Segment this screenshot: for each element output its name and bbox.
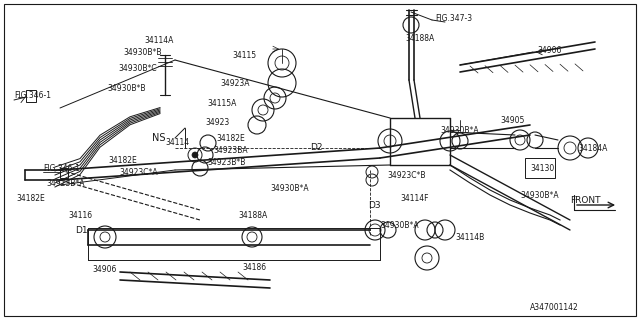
Text: 34130: 34130 [530, 164, 554, 172]
Text: 34186: 34186 [242, 263, 266, 273]
Text: 34923C*B: 34923C*B [387, 171, 426, 180]
Text: 34923A: 34923A [220, 78, 250, 87]
Text: 34188A: 34188A [405, 34, 435, 43]
Text: 34115: 34115 [232, 51, 256, 60]
Text: 34923B*A: 34923B*A [46, 179, 84, 188]
Text: D3: D3 [368, 201, 381, 210]
Text: 34182E: 34182E [216, 133, 244, 142]
Text: D2: D2 [310, 142, 323, 151]
Text: 34923BA: 34923BA [213, 146, 248, 155]
Text: 34923C*A: 34923C*A [119, 167, 157, 177]
Text: A347001142: A347001142 [530, 303, 579, 313]
Text: 34114F: 34114F [400, 194, 429, 203]
Text: 34182E: 34182E [16, 194, 45, 203]
Text: 34114B: 34114B [455, 233, 484, 242]
Text: 34930B*C: 34930B*C [118, 63, 157, 73]
Text: 34930B*B: 34930B*B [107, 84, 145, 92]
Text: FIG.346-1: FIG.346-1 [43, 164, 80, 172]
Text: 34188A: 34188A [238, 211, 268, 220]
Text: 34923: 34923 [205, 117, 229, 126]
Text: FIG.346-1: FIG.346-1 [14, 91, 51, 100]
Text: 34182E: 34182E [108, 156, 137, 164]
Text: FIG.347-3: FIG.347-3 [435, 13, 472, 22]
Text: 34905: 34905 [500, 116, 524, 124]
Bar [525, 158, 555, 178]
Circle shape [192, 152, 198, 158]
Text: NS: NS [152, 133, 166, 143]
Bar [26, 90, 36, 102]
Text: 34116: 34116 [68, 211, 92, 220]
Text: 34930B*A: 34930B*A [270, 183, 308, 193]
Text: 34115A: 34115A [207, 99, 236, 108]
Text: 34930B*A: 34930B*A [440, 125, 479, 134]
Text: 34923B*B: 34923B*B [207, 157, 245, 166]
Text: 34906: 34906 [92, 266, 116, 275]
Text: 34114A: 34114A [144, 36, 173, 44]
Text: 34930B*B: 34930B*B [123, 47, 161, 57]
Bar [60, 168, 68, 178]
Text: 34114: 34114 [165, 138, 189, 147]
Text: 34930B*A: 34930B*A [520, 190, 559, 199]
Text: 34184A: 34184A [578, 143, 607, 153]
Text: 34906: 34906 [537, 45, 561, 54]
Text: 34930B*A: 34930B*A [380, 220, 419, 229]
Text: FRONT: FRONT [570, 196, 600, 204]
Text: D1: D1 [75, 226, 88, 235]
